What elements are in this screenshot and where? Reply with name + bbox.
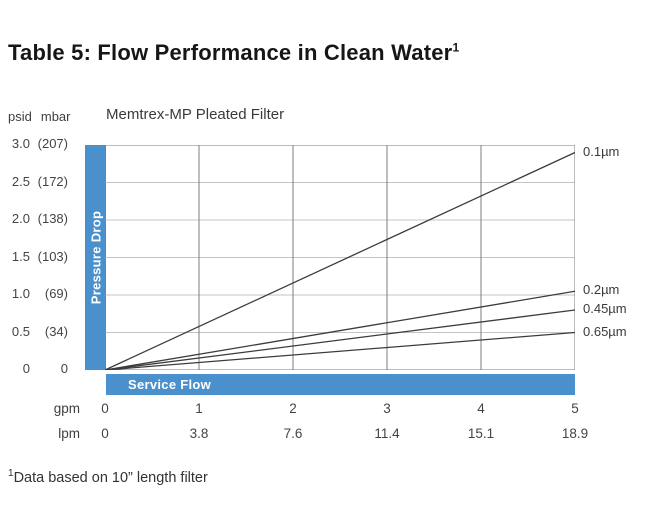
y-tick-psid: 3.0 — [11, 136, 30, 151]
series-label: 0.1µm — [583, 143, 620, 159]
y-tick-mbar: (103) — [37, 248, 68, 264]
y-tick-row: 1.5 (103) — [4, 249, 68, 264]
y-unit-mbar: mbar — [40, 109, 71, 124]
lpm-tick: 0 — [101, 426, 109, 441]
footnote: 1Data based on 10” length filter — [8, 468, 208, 486]
service-flow-label: Service Flow — [128, 377, 212, 392]
pressure-drop-label: Pressure Drop — [88, 210, 103, 305]
y-tick-mbar: (138) — [37, 211, 68, 226]
footnote-marker: 1 — [8, 468, 14, 479]
series-line — [105, 331, 575, 370]
gpm-tick: 1 — [195, 401, 203, 416]
pressure-drop-bar: Pressure Drop — [85, 145, 106, 370]
y-tick-psid: 0 — [22, 361, 30, 376]
x-unit-gpm: gpm — [53, 401, 80, 416]
title-superscript: 1 — [452, 40, 460, 55]
service-flow-bar: Service Flow — [106, 374, 575, 395]
y-tick-mbar: 0 — [60, 361, 68, 376]
y-tick-psid: 2.0 — [11, 211, 30, 226]
gpm-tick: 5 — [571, 401, 579, 416]
y-tick-mbar: (34) — [44, 323, 68, 339]
gpm-tick: 3 — [383, 401, 391, 416]
y-tick-psid: 2.5 — [11, 173, 30, 189]
series-label: 0.65µm — [583, 323, 627, 339]
chart-plot — [105, 145, 575, 370]
page-title-text: Table 5: Flow Performance in Clean Water — [8, 40, 453, 65]
series-line — [105, 290, 575, 370]
y-tick-mbar: (207) — [37, 136, 68, 151]
gpm-tick: 4 — [477, 401, 485, 416]
y-tick-row: 2.0 (138) — [4, 211, 68, 226]
gpm-tick: 0 — [101, 401, 109, 416]
y-unit-psid: psid — [8, 109, 32, 124]
y-tick-mbar: (69) — [44, 286, 68, 301]
x-unit-lpm: lpm — [58, 426, 80, 441]
series-label: 0.2µm — [583, 282, 620, 298]
series-line — [105, 151, 575, 370]
y-axis-units: psid mbar — [8, 109, 70, 124]
y-tick-psid: 1.5 — [11, 248, 30, 264]
y-tick-psid: 0.5 — [11, 323, 30, 339]
footnote-text: Data based on 10” length filter — [13, 469, 208, 486]
lpm-tick: 11.4 — [374, 426, 400, 441]
lpm-tick: 15.1 — [467, 426, 495, 441]
y-tick-mbar: (172) — [37, 173, 68, 189]
y-tick-row: 2.5 (172) — [4, 174, 68, 189]
series-line — [105, 309, 575, 370]
y-tick-row: 3.0 (207) — [4, 136, 68, 151]
y-tick-psid: 1.0 — [11, 286, 30, 301]
lpm-tick: 7.6 — [283, 426, 303, 441]
y-tick-row: 0.5 (34) — [4, 324, 68, 339]
lpm-tick: 3.8 — [189, 426, 209, 441]
page-title: Table 5: Flow Performance in Clean Water… — [8, 40, 459, 66]
lpm-tick: 18.9 — [561, 426, 589, 441]
y-tick-row: 1.0 (69) — [4, 286, 68, 301]
gpm-tick: 2 — [289, 401, 297, 416]
series-label: 0.45µm — [583, 301, 627, 316]
chart-title: Memtrex-MP Pleated Filter — [106, 106, 285, 123]
